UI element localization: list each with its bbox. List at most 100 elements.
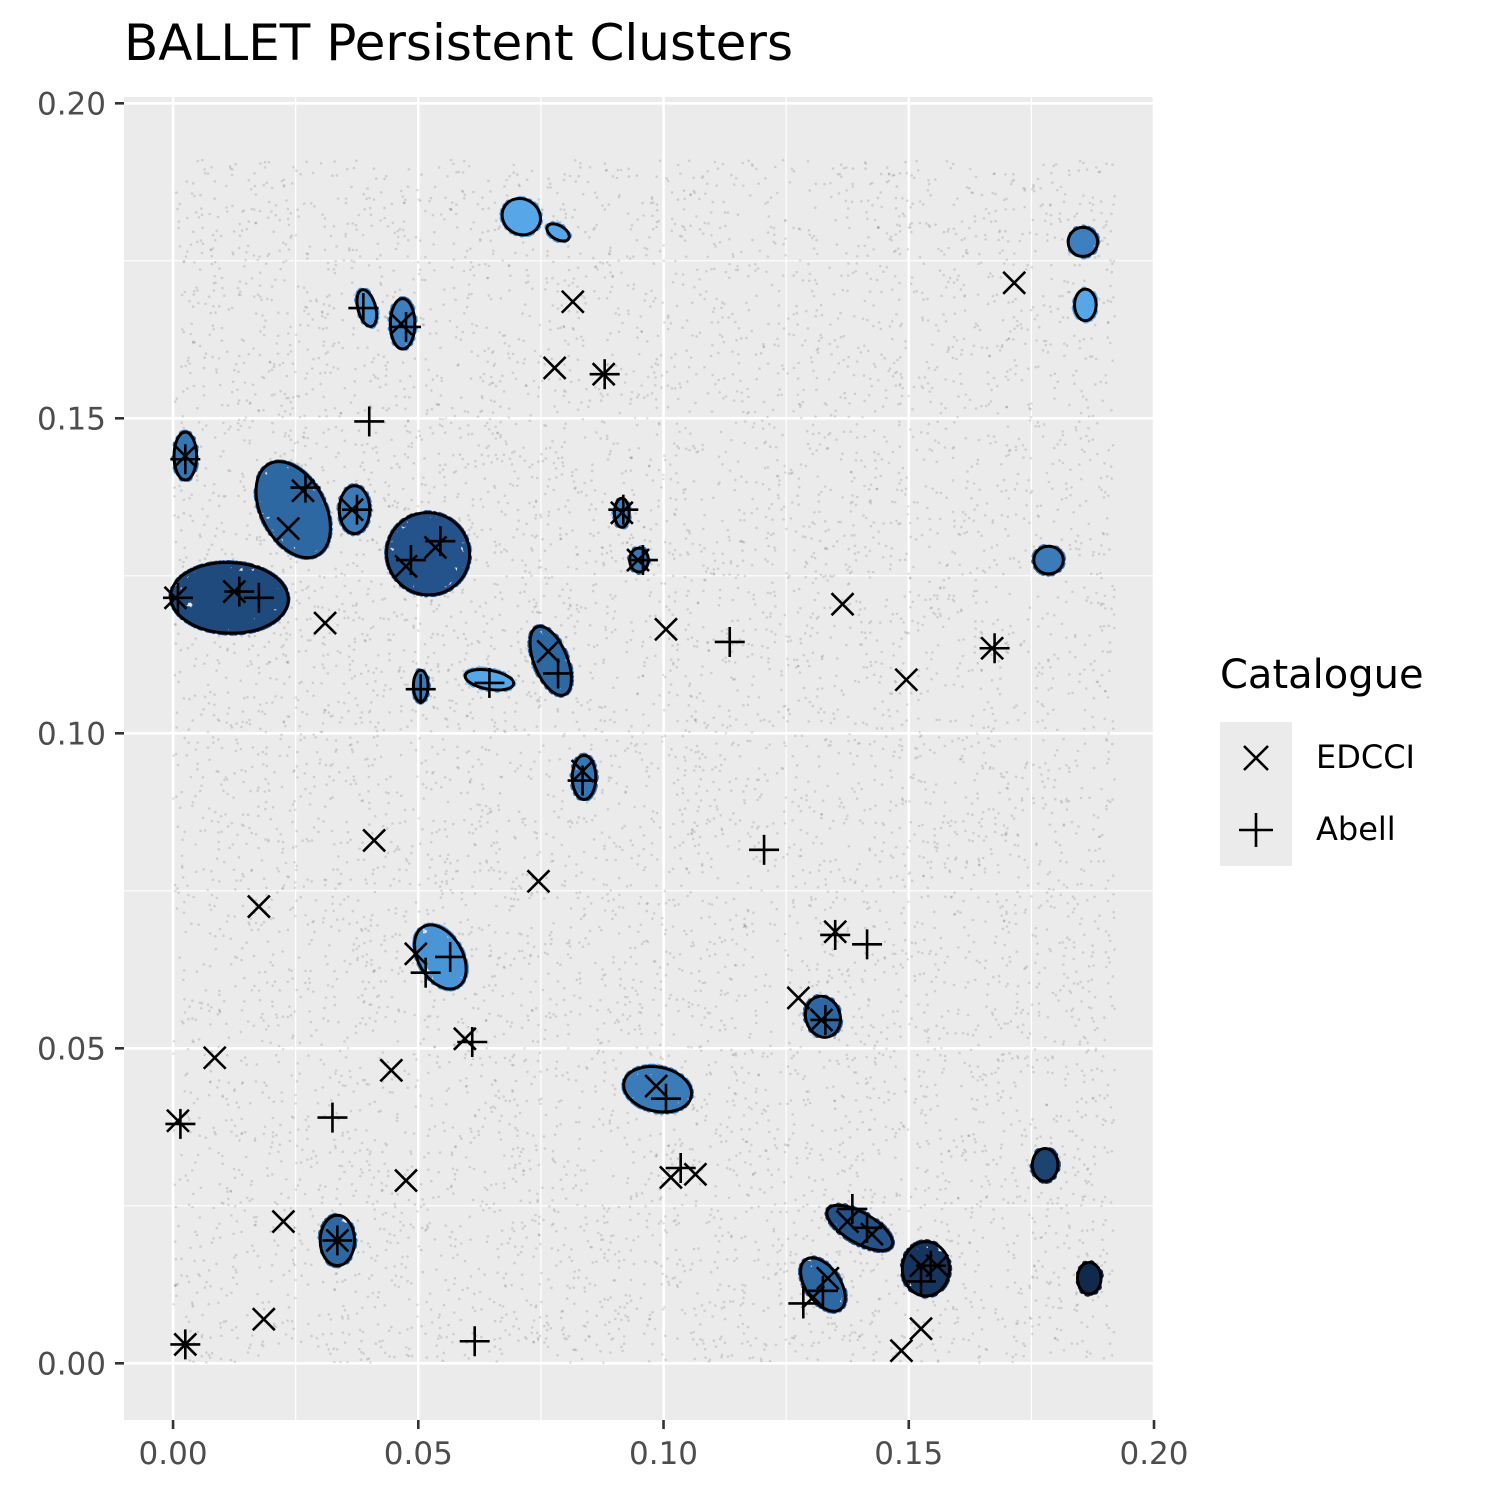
- background-point: [808, 272, 812, 276]
- background-point: [369, 1361, 372, 1364]
- background-point: [824, 1188, 827, 1191]
- background-point: [178, 202, 182, 206]
- background-point: [423, 642, 427, 646]
- background-point: [1020, 327, 1023, 330]
- background-point: [414, 901, 418, 904]
- background-point: [1088, 796, 1091, 800]
- background-point: [527, 691, 531, 694]
- background-point: [1059, 1187, 1063, 1190]
- background-point: [555, 1124, 559, 1128]
- background-point: [263, 1081, 266, 1085]
- background-point: [786, 1102, 789, 1105]
- background-point: [358, 1328, 362, 1332]
- background-point: [1108, 1342, 1112, 1345]
- background-point: [511, 1090, 514, 1093]
- background-point: [449, 861, 452, 865]
- background-point: [554, 1074, 558, 1078]
- background-point: [306, 436, 310, 440]
- background-point: [853, 961, 857, 964]
- background-point: [877, 530, 880, 533]
- background-point: [810, 1147, 813, 1151]
- background-point: [321, 606, 324, 609]
- background-point: [688, 684, 691, 688]
- background-point: [794, 734, 797, 738]
- background-point: [550, 937, 553, 941]
- background-point: [937, 607, 940, 611]
- background-point: [261, 750, 265, 754]
- background-point: [867, 393, 871, 397]
- background-point: [258, 535, 262, 539]
- background-point: [970, 1097, 974, 1101]
- background-point: [747, 875, 750, 878]
- background-point: [818, 863, 822, 867]
- background-point: [481, 207, 485, 211]
- background-point: [920, 895, 923, 899]
- background-point: [626, 995, 629, 999]
- background-point: [776, 493, 780, 497]
- background-point: [424, 209, 427, 213]
- background-point: [978, 328, 982, 332]
- background-point: [895, 612, 899, 616]
- background-point: [360, 927, 363, 931]
- background-point: [422, 1037, 426, 1041]
- background-point: [180, 1257, 183, 1261]
- background-point: [494, 1094, 498, 1098]
- background-point: [304, 426, 308, 430]
- background-point: [755, 1121, 759, 1125]
- background-point: [418, 622, 422, 625]
- background-point: [511, 880, 515, 884]
- background-point: [609, 271, 612, 274]
- background-point: [699, 1259, 702, 1262]
- background-point: [325, 326, 328, 330]
- background-point: [776, 459, 779, 462]
- background-point: [903, 921, 906, 925]
- background-point: [1030, 402, 1033, 405]
- background-point: [200, 213, 204, 216]
- background-point: [176, 763, 180, 767]
- background-point: [1026, 618, 1030, 621]
- background-point: [368, 1016, 372, 1020]
- background-point: [552, 461, 556, 465]
- background-point: [473, 532, 476, 536]
- background-point: [488, 383, 491, 387]
- background-point: [881, 713, 885, 717]
- background-point: [550, 1247, 554, 1250]
- background-point: [570, 380, 573, 384]
- background-point: [711, 200, 715, 204]
- background-point: [628, 537, 632, 540]
- background-point: [208, 758, 211, 762]
- background-point: [373, 882, 377, 885]
- background-point: [1037, 1002, 1041, 1005]
- background-point: [774, 605, 777, 608]
- background-point: [1049, 222, 1053, 226]
- background-point: [349, 736, 352, 739]
- background-point: [436, 1355, 439, 1358]
- background-point: [397, 1008, 400, 1011]
- background-point: [1095, 1067, 1099, 1071]
- background-point: [873, 1044, 877, 1047]
- background-point: [779, 1210, 782, 1214]
- background-point: [894, 233, 898, 236]
- background-point: [340, 292, 344, 295]
- background-point: [382, 728, 386, 732]
- background-point: [457, 932, 461, 935]
- background-point: [346, 222, 350, 225]
- background-point: [397, 1009, 401, 1013]
- background-point: [601, 546, 604, 550]
- background-point: [311, 681, 315, 685]
- background-point: [240, 1117, 244, 1121]
- background-point: [684, 537, 688, 540]
- background-point: [231, 557, 235, 561]
- background-point: [564, 1227, 567, 1230]
- background-point: [185, 753, 189, 757]
- background-point: [754, 1240, 757, 1244]
- background-point: [741, 549, 744, 552]
- background-point: [811, 1124, 814, 1127]
- background-point: [1078, 922, 1082, 926]
- background-point: [994, 585, 998, 589]
- background-point: [494, 595, 497, 599]
- background-point: [353, 640, 357, 644]
- background-point: [559, 527, 562, 530]
- background-point: [371, 1202, 375, 1206]
- background-point: [940, 1015, 944, 1018]
